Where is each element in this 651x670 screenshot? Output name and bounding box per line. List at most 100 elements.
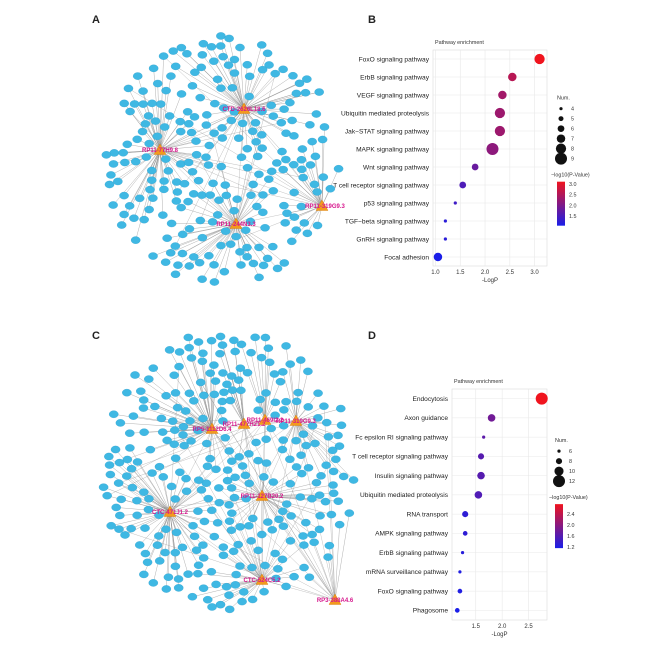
gene-node (255, 395, 265, 404)
gene-node (193, 507, 203, 515)
network-edge (139, 511, 171, 546)
gene-node (338, 472, 349, 481)
network-edge (211, 428, 263, 581)
gene-node (279, 406, 289, 414)
gene-node (191, 150, 202, 159)
hub-label: RP11-244N3.3 (216, 222, 256, 228)
gene-node (144, 139, 154, 148)
gene-node (287, 237, 297, 246)
gene-node (199, 391, 209, 400)
network-edge (295, 420, 333, 451)
gene-node (277, 445, 288, 454)
network-edge (137, 461, 171, 513)
gene-node (234, 453, 244, 461)
gene-node (210, 377, 221, 385)
enrichment-dot (443, 237, 447, 241)
network-edge (182, 223, 237, 235)
gene-node (205, 454, 215, 463)
gene-node (189, 532, 200, 541)
plot-area (451, 388, 548, 621)
category-label: FoxO signaling pathway (378, 588, 449, 595)
gene-node (272, 264, 283, 273)
network-edge (264, 419, 336, 601)
gene-node (227, 84, 238, 92)
category-label: RNA transport (407, 511, 449, 518)
gene-node (166, 482, 177, 491)
gene-node (177, 249, 188, 258)
gene-node (104, 452, 114, 461)
gene-node (148, 194, 158, 202)
gene-node (137, 127, 148, 136)
gene-node (105, 470, 116, 479)
gene-node (289, 160, 299, 169)
gene-node (181, 487, 192, 495)
color-legend-label: 2.5 (569, 193, 577, 199)
gene-node (146, 176, 157, 184)
gene-node (179, 179, 190, 188)
x-tick-label: 3.0 (530, 270, 539, 276)
network-edge (210, 373, 213, 430)
network-edge (218, 487, 336, 601)
gene-node (257, 65, 268, 74)
network-edge (261, 495, 336, 601)
gene-node (216, 32, 226, 40)
hub-lncrna-marker (237, 102, 251, 114)
gene-node (318, 173, 329, 181)
enrichment-dot (462, 531, 468, 536)
network-edge (261, 579, 336, 601)
network-edge (264, 373, 275, 421)
gene-node (147, 469, 157, 477)
x-axis-label: -LogP (491, 632, 507, 638)
gene-node (316, 472, 326, 480)
network-edge (169, 480, 199, 513)
gene-node (120, 531, 130, 539)
gene-node (278, 421, 289, 430)
gene-node (248, 127, 258, 136)
network-edge (261, 559, 283, 581)
gene-node (214, 484, 224, 492)
gene-node (230, 581, 241, 589)
network-edge (159, 132, 192, 151)
gene-node (201, 153, 211, 161)
gene-node (198, 349, 208, 358)
gene-node (129, 214, 139, 222)
x-tick-label: 1.5 (472, 624, 481, 630)
network-edge (243, 423, 263, 497)
gene-node (268, 112, 279, 120)
gene-node (182, 50, 192, 58)
gene-node (161, 585, 172, 593)
network-edge (243, 75, 294, 110)
network-edge (261, 567, 305, 581)
gene-node (248, 514, 258, 523)
gene-node (320, 497, 331, 506)
category-label: T cell receptor signaling pathway (352, 454, 449, 461)
network-edge (159, 93, 182, 151)
gene-node (301, 518, 311, 527)
gene-node (264, 358, 275, 367)
gene-node (252, 202, 262, 211)
color-legend-label: 1.2 (567, 545, 575, 551)
gene-node (139, 428, 149, 436)
gene-node (229, 336, 239, 345)
gene-node (271, 574, 281, 583)
gene-node (143, 505, 154, 514)
gene-node (296, 156, 307, 164)
size-legend-label: 8 (571, 147, 574, 153)
gene-node (184, 262, 195, 270)
gene-node (244, 72, 255, 81)
gene-node (293, 388, 303, 397)
network-edge (169, 511, 218, 524)
gene-node (278, 522, 289, 530)
gene-node (270, 549, 280, 558)
gene-node (170, 495, 180, 503)
gene-node (187, 593, 198, 601)
network-edge (238, 419, 266, 457)
hub-label: CTC-524C5.2 (243, 578, 281, 584)
gene-node (278, 507, 288, 516)
gene-node (233, 540, 243, 549)
gene-node (317, 135, 328, 144)
gene-node (299, 563, 309, 572)
gene-node (220, 181, 231, 189)
gene-node (219, 267, 230, 276)
